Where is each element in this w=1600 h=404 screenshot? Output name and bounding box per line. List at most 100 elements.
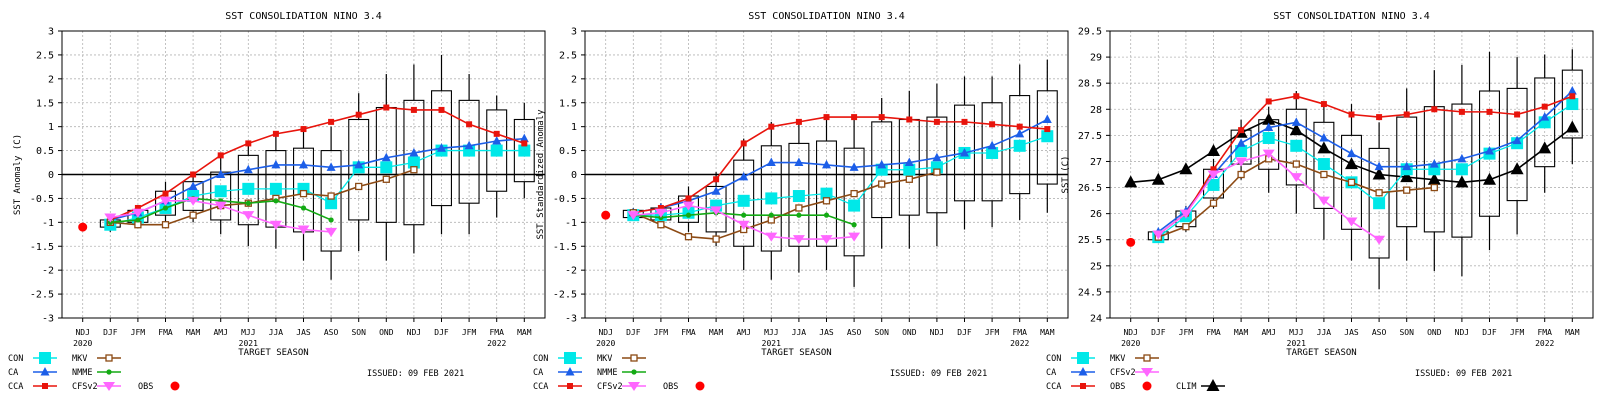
y-tick-label: -3 (42, 314, 54, 325)
series-clim (1124, 112, 1579, 188)
series-line (110, 149, 525, 226)
series-cfsv2 (1152, 149, 1386, 245)
data-point (1320, 170, 1328, 179)
legend: CON CA CCA MKV NMME CFSv2 OBS (8, 352, 180, 392)
box (1451, 103, 1473, 238)
legend-marker (40, 367, 50, 376)
data-point (1013, 139, 1026, 152)
data-point (1510, 162, 1524, 175)
data-point (1458, 108, 1465, 115)
data-point (737, 220, 750, 230)
legend-marker (630, 354, 638, 362)
data-point (820, 235, 833, 245)
series-mkv (629, 168, 941, 243)
x-tick-label: ASO (324, 328, 339, 337)
data-point (1289, 123, 1303, 136)
x-axis: NDJ DJF JFM FMA MAM AMJ MJJ JJA JAS ASO SON OND NDJ D… (73, 318, 532, 348)
issued-date: ISSUED: 09 FEB 2021 (890, 369, 987, 379)
data-point (1567, 86, 1577, 95)
data-point (795, 204, 803, 212)
x-tick-label: NDJ (407, 328, 421, 337)
legend-label: CCA (533, 382, 548, 392)
y-tick-label: 0.5 (36, 146, 54, 157)
box (760, 145, 782, 252)
y-tick-label: -2.5 (30, 290, 54, 301)
data-point (161, 221, 170, 229)
series-con (104, 144, 531, 231)
data-point (1291, 117, 1301, 126)
data-point (519, 133, 529, 143)
data-point (1317, 158, 1330, 171)
x-tick-label: MJJ (764, 328, 778, 337)
x-tick-label: AMJ (213, 328, 227, 337)
series-line (109, 106, 525, 221)
data-point (1235, 157, 1248, 167)
data-point (792, 190, 805, 203)
data-point (159, 196, 172, 206)
y-tick-label: -2 (565, 266, 577, 277)
x-tick-label: FMA (681, 328, 696, 337)
legend-marker (103, 382, 115, 391)
data-point (657, 204, 664, 211)
data-point (382, 175, 390, 183)
series-line (1157, 90, 1573, 233)
data-point (383, 104, 390, 111)
data-point (437, 143, 446, 152)
data-point (1486, 108, 1493, 115)
y-tick-label: -1.5 (553, 242, 577, 253)
data-point (684, 233, 693, 241)
chart-panel-2: SST CONSOLIDATION NINO 3.4 -3 -2.5 -2 -1.5 -1… (533, 11, 1069, 392)
data-point (131, 208, 144, 218)
legend-marker (105, 354, 113, 362)
x-tick-label: JJA (792, 328, 807, 337)
x-tick-label: DJF (1482, 328, 1497, 337)
x-tick-label: OND (902, 328, 917, 337)
x-year-label: 2021 (239, 339, 258, 348)
data-point (1400, 170, 1414, 183)
legend-label: CCA (1046, 382, 1061, 392)
box (733, 159, 755, 247)
x-tick-label: JFM (131, 328, 146, 337)
y-tick-label: 27 (1090, 157, 1102, 168)
data-point (1373, 235, 1386, 245)
data-point (1541, 103, 1548, 110)
data-point (1236, 138, 1246, 147)
series-line (633, 118, 1048, 214)
data-point (1430, 183, 1438, 192)
data-point (1457, 153, 1467, 163)
obs-point (601, 210, 611, 220)
y-tick-label: 1.5 (559, 98, 577, 109)
data-point (932, 152, 942, 162)
legend-label: MKV (1110, 354, 1125, 364)
y-tick-label: 24 (1090, 314, 1102, 325)
data-point (217, 152, 224, 159)
x-tick-label: NDJ (930, 328, 944, 337)
data-point (1319, 132, 1329, 142)
y-tick-label: 2 (571, 74, 577, 85)
data-point (162, 190, 169, 197)
x-tick-label: NDJ (1455, 328, 1469, 337)
data-point (242, 182, 255, 195)
box (843, 147, 865, 257)
data-point (822, 197, 831, 205)
data-point (327, 192, 335, 200)
series-line (632, 171, 938, 240)
data-point (269, 220, 282, 230)
data-point (740, 140, 747, 147)
y-axis: -3 -2.5 -2 -1.5 -1 -0.5 0 0.5 1 1.5 2 2.5 3 (30, 27, 62, 325)
legend-label: OBS (1110, 382, 1125, 392)
data-point (741, 212, 747, 218)
data-point (381, 152, 391, 162)
data-point (272, 130, 279, 137)
data-point (1207, 178, 1220, 191)
data-point (682, 201, 695, 211)
legend-marker (695, 381, 705, 391)
data-point (1016, 123, 1023, 130)
data-point (104, 213, 117, 223)
data-point (961, 118, 968, 125)
x-tick-label: DJF (957, 328, 972, 337)
x-tick-label: DJF (103, 328, 118, 337)
data-point (271, 159, 281, 169)
data-point (765, 232, 778, 242)
